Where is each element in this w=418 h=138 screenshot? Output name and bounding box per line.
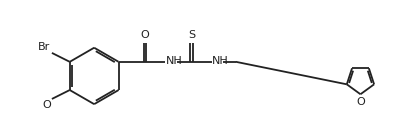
Text: S: S [188, 30, 195, 40]
Text: Br: Br [38, 42, 50, 52]
Text: NH: NH [212, 56, 229, 66]
Text: O: O [42, 100, 51, 110]
Text: O: O [356, 97, 365, 107]
Text: O: O [140, 30, 149, 40]
Text: NH: NH [166, 56, 182, 66]
